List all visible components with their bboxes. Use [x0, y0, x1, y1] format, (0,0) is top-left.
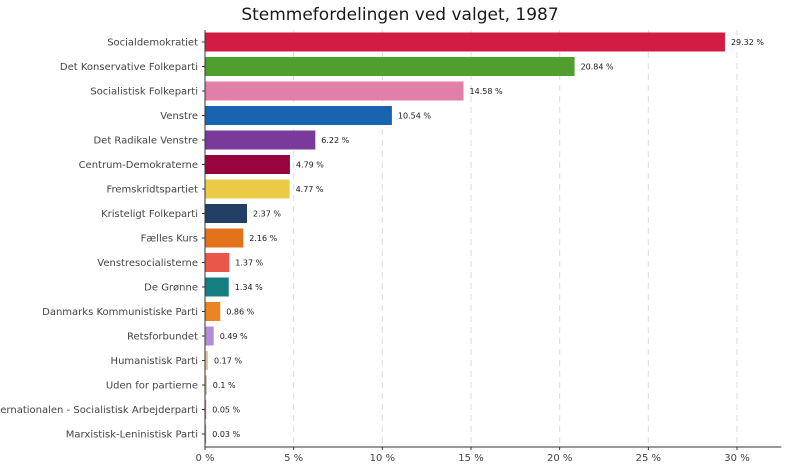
value-label-7: 2.37 %	[253, 210, 281, 219]
category-label-13: Humanistisk Parti	[111, 356, 198, 367]
bar-16	[205, 424, 207, 444]
value-label-14: 0.1 %	[213, 381, 236, 390]
bar-3	[205, 106, 392, 125]
value-label-5: 4.79 %	[296, 161, 324, 170]
category-label-7: Kristeligt Folkeparti	[101, 209, 198, 220]
bar-14	[205, 375, 207, 395]
x-tick-label-0: 0 %	[195, 453, 214, 464]
bar-9	[205, 253, 230, 272]
chart-title: Stemmefordelingen ved valget, 1987	[241, 5, 558, 25]
x-tick-label-2: 10 %	[370, 453, 395, 464]
bar-0	[205, 32, 725, 52]
bar-1	[205, 57, 575, 76]
category-label-0: Socialdemokratiet	[107, 38, 198, 49]
category-label-9: Venstresocialisterne	[97, 258, 198, 269]
category-label-4: Det Radikale Venstre	[93, 136, 198, 147]
x-tick-label-5: 25 %	[636, 453, 661, 464]
value-label-9: 1.37 %	[235, 259, 263, 268]
x-tick-label-6: 30 %	[724, 453, 749, 464]
bar-10	[205, 277, 229, 297]
value-label-8: 2.16 %	[249, 234, 277, 243]
category-label-3: Venstre	[160, 111, 198, 122]
x-tick-label-1: 5 %	[284, 453, 303, 464]
bar-13	[205, 351, 209, 370]
value-label-4: 6.22 %	[321, 136, 349, 145]
category-label-16: Marxistisk-Leninistisk Parti	[66, 430, 198, 441]
category-label-5: Centrum-Demokraterne	[79, 160, 198, 171]
bar-7	[205, 204, 248, 223]
value-label-13: 0.17 %	[214, 357, 242, 366]
value-label-12: 0.49 %	[220, 332, 248, 341]
value-label-2: 14.58 %	[470, 87, 503, 96]
category-label-10: De Grønne	[144, 283, 198, 294]
category-label-8: Fælles Kurs	[141, 234, 198, 245]
bar-2	[205, 81, 464, 101]
value-label-1: 20.84 %	[581, 63, 614, 72]
bar-5	[205, 155, 290, 174]
value-label-11: 0.86 %	[226, 308, 254, 317]
category-label-6: Fremskridtspartiet	[106, 185, 198, 196]
bar-6	[205, 179, 290, 199]
category-label-1: Det Konservative Folkeparti	[60, 62, 198, 73]
value-label-10: 1.34 %	[235, 283, 263, 292]
value-label-16: 0.03 %	[212, 430, 240, 439]
bars: 29.32 % 20.84 % 14.58 % 10.54 % 6.22 % 4.79 %…	[205, 32, 764, 444]
bar-15	[205, 400, 207, 419]
category-label-12: Retsforbundet	[127, 332, 198, 343]
value-label-15: 0.05 %	[212, 406, 240, 415]
category-label-11: Danmarks Kommunistiske Parti	[42, 307, 198, 318]
category-label-2: Socialistisk Folkeparti	[90, 87, 198, 98]
value-label-0: 29.32 %	[731, 38, 764, 47]
x-tick-label-4: 20 %	[547, 453, 572, 464]
category-label-15: Internationalen - Socialistisk Arbejderp…	[0, 405, 198, 416]
value-label-6: 4.77 %	[296, 185, 324, 194]
bar-8	[205, 228, 244, 248]
x-tick-label-3: 15 %	[458, 453, 483, 464]
bar-12	[205, 326, 214, 346]
bar-4	[205, 130, 316, 150]
axes: Socialdemokratiet Det Konservative Folkep…	[0, 30, 782, 464]
category-label-14: Uden for partierne	[106, 381, 198, 392]
bar-11	[205, 302, 221, 321]
value-label-3: 10.54 %	[398, 112, 431, 121]
